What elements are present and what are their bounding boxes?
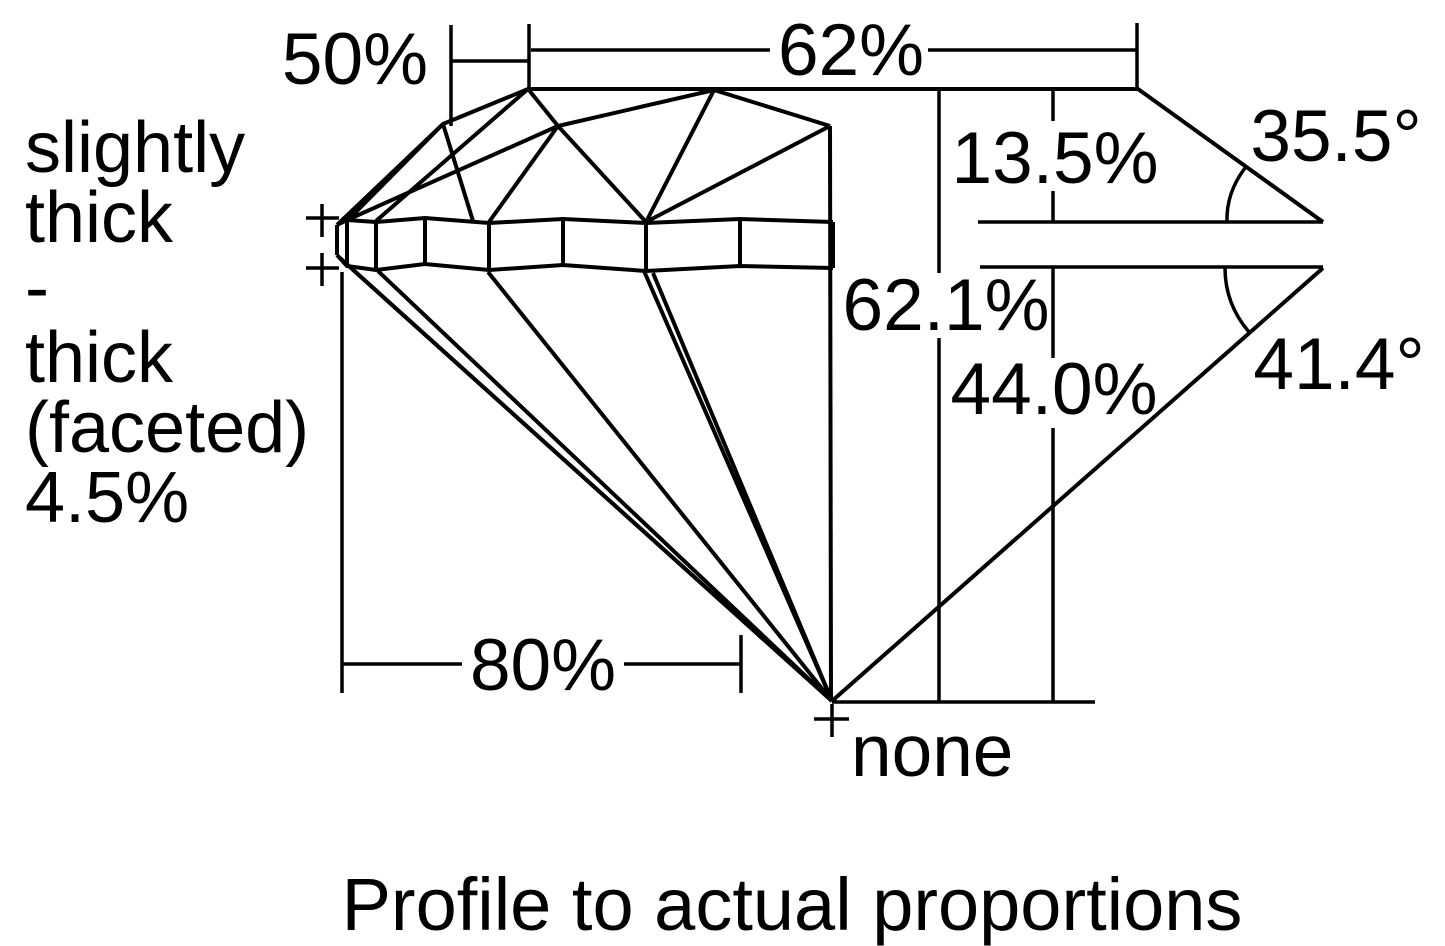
culet-cross-mark: [814, 704, 849, 737]
pavilion-angle-arc: [1223, 267, 1251, 334]
pavilion-depth-label: 44.0%: [951, 349, 1158, 430]
facet-line: [347, 122, 445, 221]
girdle-label-line: -: [25, 248, 49, 328]
dimension-crown-angle: 35.5°: [1225, 96, 1422, 223]
girdle-band: [335, 215, 835, 274]
lower-girdle-label: 80%: [470, 625, 616, 706]
facet-line: [526, 87, 560, 128]
culet-label: none: [851, 711, 1013, 792]
table-width-label: 62%: [778, 10, 924, 91]
girdle-facet-divisions: [335, 218, 835, 271]
crown-angle-arc: [1225, 166, 1247, 223]
facet-line: [713, 88, 831, 128]
girdle-thickness-label: slightly thick - thick (faceted) 4.5%: [25, 108, 309, 538]
crown-height-label: 13.5%: [952, 118, 1159, 199]
girdle-cross-mark-bottom: [306, 253, 339, 286]
facet-line: [486, 270, 834, 703]
girdle-thickness-callout: slightly thick - thick (faceted) 4.5%: [25, 108, 339, 538]
crown-facet-lines: [346, 87, 833, 702]
dimension-pavilion-depth: 44.0%: [951, 268, 1158, 701]
dimension-crown-height: 13.5%: [952, 89, 1159, 222]
girdle-label-line: slightly: [25, 108, 245, 188]
dimension-table-width: 62%: [531, 10, 1139, 91]
dimension-star-length: 50%: [282, 19, 531, 126]
facet-line: [651, 272, 834, 702]
facet-line: [644, 89, 716, 223]
facet-line: [374, 87, 530, 223]
pavilion-facet-lines: [349, 266, 834, 703]
facet-line: [557, 88, 715, 128]
crown-angle-label: 35.5°: [1250, 96, 1421, 177]
pavilion-outline-right: [830, 266, 1325, 703]
girdle-label-line: thick: [25, 318, 174, 398]
facet-line: [556, 124, 648, 224]
pavilion-angle-label: 41.4°: [1253, 324, 1424, 405]
girdle-label-line: (faceted): [25, 388, 309, 468]
dimension-lower-girdle: 80%: [340, 272, 743, 706]
figure-caption: Profile to actual proportions: [342, 863, 1243, 946]
facet-line: [349, 266, 834, 703]
dimension-pavilion-angle: 41.4°: [1223, 267, 1425, 405]
total-depth-label: 62.1%: [843, 265, 1050, 346]
facet-line: [487, 124, 560, 224]
facet-line: [376, 269, 834, 703]
girdle-label-line: thick: [25, 178, 174, 258]
diamond-wireframe: [335, 87, 1325, 703]
girdle-cross-mark-top: [306, 204, 339, 237]
girdle-label-line: 4.5%: [25, 458, 189, 538]
dimension-culet: none: [814, 700, 1095, 792]
star-length-label: 50%: [282, 19, 428, 100]
facet-line: [828, 125, 833, 702]
facet-line: [645, 124, 831, 224]
dimension-total-depth: 62.1%: [843, 89, 1050, 701]
facet-line: [346, 124, 559, 222]
